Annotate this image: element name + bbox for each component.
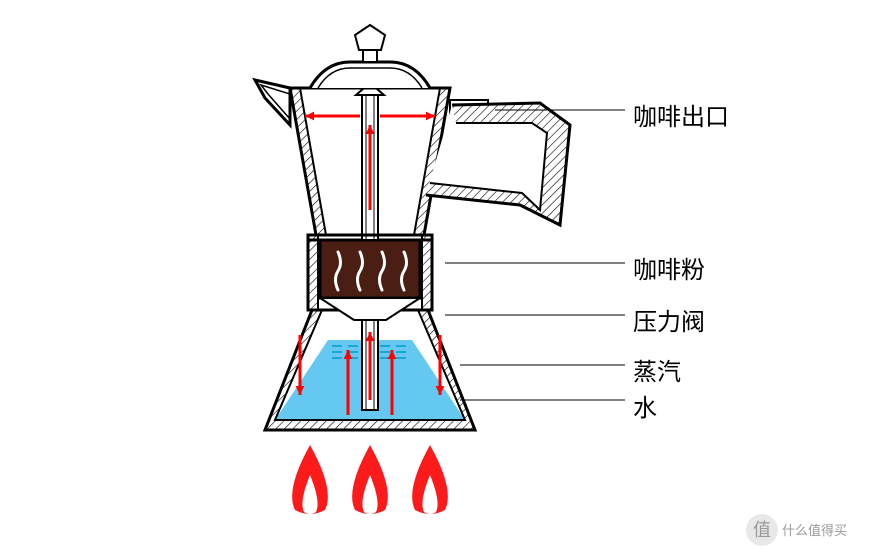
watermark-char: 值 (753, 520, 771, 540)
moka-pot-diagram: 值什么值得买 (0, 0, 896, 557)
label-water: 水 (633, 388, 657, 423)
label-coffee-powder: 咖啡粉 (633, 250, 705, 285)
spout (255, 80, 290, 125)
lid-knob (355, 25, 385, 50)
label-coffee-outlet: 咖啡出口 (633, 97, 729, 132)
watermark-text: 什么值得买 (782, 523, 847, 538)
label-steam: 蒸汽 (633, 352, 681, 387)
label-pressure-valve: 压力阀 (633, 302, 705, 337)
